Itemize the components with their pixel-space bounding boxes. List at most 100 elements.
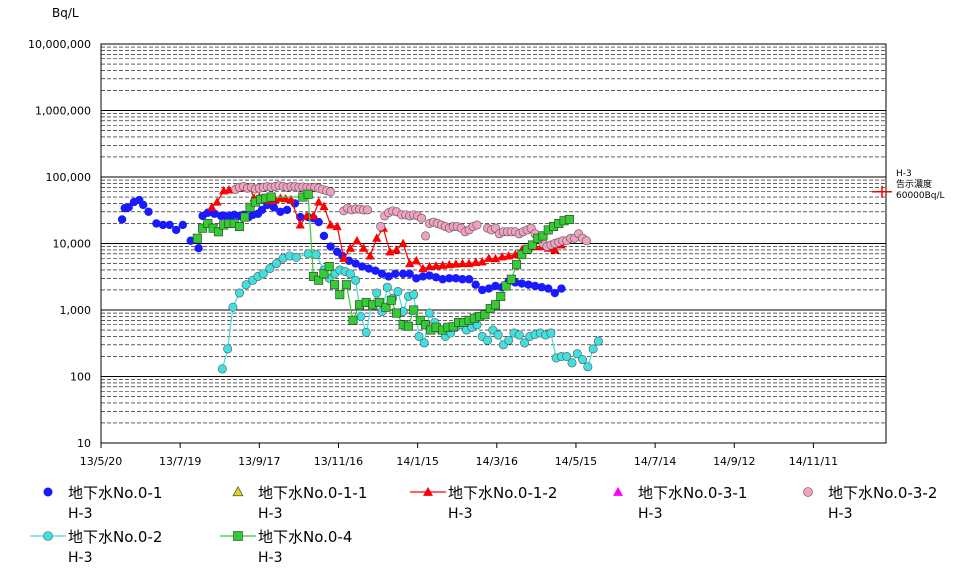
chart-gridlines: [100, 43, 887, 444]
data-point: [384, 272, 393, 281]
data-point: [324, 262, 334, 272]
data-point: [372, 233, 382, 242]
data-point: [348, 315, 358, 325]
data-point: [365, 251, 375, 260]
data-point: [425, 308, 435, 318]
data-point: [520, 338, 530, 348]
data-point: [265, 264, 275, 274]
data-point: [472, 220, 482, 230]
data-point: [471, 257, 481, 266]
data-point: [314, 217, 323, 227]
data-point: [152, 219, 161, 228]
y-tick-label: 100: [70, 371, 91, 384]
data-point: [330, 280, 340, 290]
series-5: [217, 249, 603, 374]
data-point: [578, 355, 588, 365]
data-point: [484, 284, 494, 293]
data-point: [398, 238, 408, 248]
data-point: [424, 261, 435, 271]
data-point: [544, 284, 553, 293]
data-point: [371, 266, 380, 275]
data-point: [512, 260, 522, 270]
data-point: [303, 249, 313, 259]
data-point: [497, 252, 507, 261]
data-point: [258, 269, 268, 279]
data-point: [344, 256, 354, 265]
legend-label: 地下水No.0-1-2: [448, 484, 557, 502]
data-point: [438, 275, 447, 284]
data-point: [326, 187, 336, 197]
y-tick-label: 1,000: [60, 304, 92, 317]
chart-axes: 10 100 1,000 10,000 100,000 1,000,000 10,000,0…: [28, 6, 838, 468]
data-point: [158, 220, 168, 230]
data-point: [411, 255, 421, 265]
data-point: [451, 259, 461, 268]
legend-marker: [233, 531, 243, 541]
data-point: [240, 212, 250, 222]
x-tick-label: 14/9/12: [713, 455, 755, 468]
data-point: [393, 286, 403, 296]
data-point: [506, 274, 516, 284]
data-point: [527, 240, 537, 250]
chart-series: [117, 181, 603, 374]
data-point: [235, 288, 245, 298]
data-point: [345, 243, 355, 252]
data-point: [207, 202, 217, 211]
data-point: [192, 233, 202, 243]
legend-item: 地下水No.0-3-1 H-3: [613, 484, 747, 522]
x-tick-label: 14/3/16: [476, 455, 518, 468]
data-point: [593, 336, 603, 346]
data-point: [517, 279, 527, 288]
data-point: [361, 327, 371, 337]
data-point: [282, 205, 292, 215]
data-point: [276, 207, 285, 216]
data-point: [363, 205, 373, 215]
data-point: [376, 222, 386, 232]
legend-item: 地下水No.0-1-2 H-3: [410, 484, 557, 522]
data-point: [377, 269, 387, 279]
legend-marker: [423, 486, 433, 496]
data-point: [325, 220, 336, 229]
data-point: [314, 197, 324, 206]
data-point: [550, 245, 560, 254]
data-point: [352, 235, 362, 245]
data-point: [496, 291, 506, 301]
data-point: [303, 189, 313, 199]
x-tick-label: 13/7/19: [159, 455, 201, 468]
data-point: [504, 335, 514, 345]
data-point: [223, 344, 233, 354]
legend-item: 地下水No.0-1 H-3: [43, 484, 162, 522]
data-point: [358, 243, 369, 252]
data-point: [572, 349, 582, 359]
legend-label: 地下水No.0-3-1: [638, 484, 747, 502]
data-point: [457, 258, 468, 268]
legend-marker: [43, 531, 53, 541]
data-point: [144, 207, 153, 216]
data-point: [139, 200, 148, 210]
data-point: [567, 358, 577, 368]
data-point: [588, 344, 598, 354]
data-point: [286, 194, 296, 203]
data-point: [398, 269, 408, 279]
x-tick-label: 13/9/17: [238, 455, 280, 468]
x-tick-label: 14/7/14: [634, 455, 676, 468]
data-point: [491, 281, 500, 291]
data-point: [386, 295, 396, 305]
data-point: [351, 275, 361, 285]
data-point: [464, 275, 474, 284]
data-point: [504, 251, 514, 260]
data-point: [235, 222, 245, 232]
data-point: [431, 273, 441, 282]
data-point: [178, 220, 187, 230]
data-point: [483, 335, 493, 345]
data-point: [117, 215, 127, 224]
legend-marker: [613, 486, 623, 496]
data-point: [537, 283, 546, 292]
data-point: [332, 221, 342, 231]
y-tick-label: 10: [77, 437, 91, 450]
data-point: [364, 264, 374, 273]
data-point: [391, 245, 402, 254]
y-tick-label: 1,000,000: [35, 105, 91, 118]
